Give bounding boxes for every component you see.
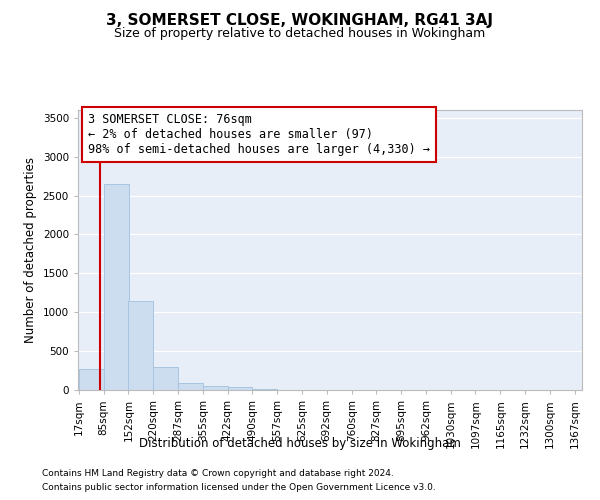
Text: 3, SOMERSET CLOSE, WOKINGHAM, RG41 3AJ: 3, SOMERSET CLOSE, WOKINGHAM, RG41 3AJ	[107, 12, 493, 28]
Bar	[253, 389, 277, 390]
Text: Contains HM Land Registry data © Crown copyright and database right 2024.: Contains HM Land Registry data © Crown c…	[42, 468, 394, 477]
Bar	[128, 300, 153, 390]
Y-axis label: Number of detached properties: Number of detached properties	[24, 157, 37, 343]
Bar	[154, 368, 178, 390]
Bar	[203, 386, 227, 390]
Text: Size of property relative to detached houses in Wokingham: Size of property relative to detached ho…	[115, 28, 485, 40]
Bar	[79, 369, 104, 390]
Bar	[104, 184, 128, 390]
Bar	[178, 383, 203, 390]
Text: 3 SOMERSET CLOSE: 76sqm
← 2% of detached houses are smaller (97)
98% of semi-det: 3 SOMERSET CLOSE: 76sqm ← 2% of detached…	[88, 113, 430, 156]
Bar	[227, 388, 253, 390]
Text: Distribution of detached houses by size in Wokingham: Distribution of detached houses by size …	[139, 438, 461, 450]
Text: Contains public sector information licensed under the Open Government Licence v3: Contains public sector information licen…	[42, 484, 436, 492]
